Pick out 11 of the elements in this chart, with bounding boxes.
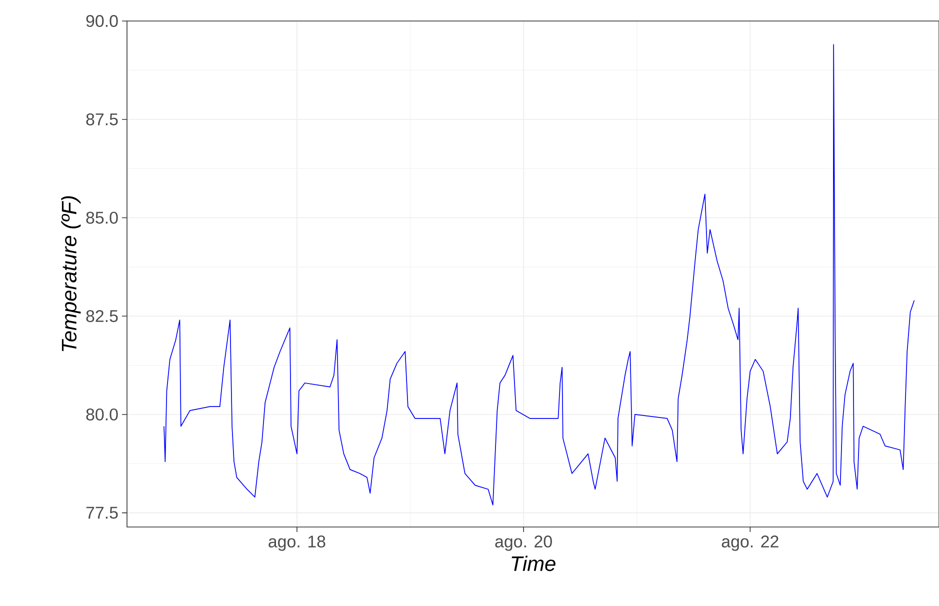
x-tick-label: ago. 22 <box>722 536 778 551</box>
y-axis-title: Temperature (ºF) <box>61 196 81 352</box>
y-tick-label: 90.0 <box>86 14 118 27</box>
y-tick-label: 77.5 <box>86 506 118 519</box>
y-tick-label: 85.0 <box>86 212 118 224</box>
y-tick-label: 80.0 <box>86 408 118 420</box>
x-axis-title: Time <box>512 556 556 572</box>
y-tick-label: 87.5 <box>86 113 118 126</box>
x-tick-label: ago. 20 <box>495 536 552 551</box>
y-tick-label: 82.5 <box>86 310 118 322</box>
x-tick-label: ago. 18 <box>268 536 326 551</box>
